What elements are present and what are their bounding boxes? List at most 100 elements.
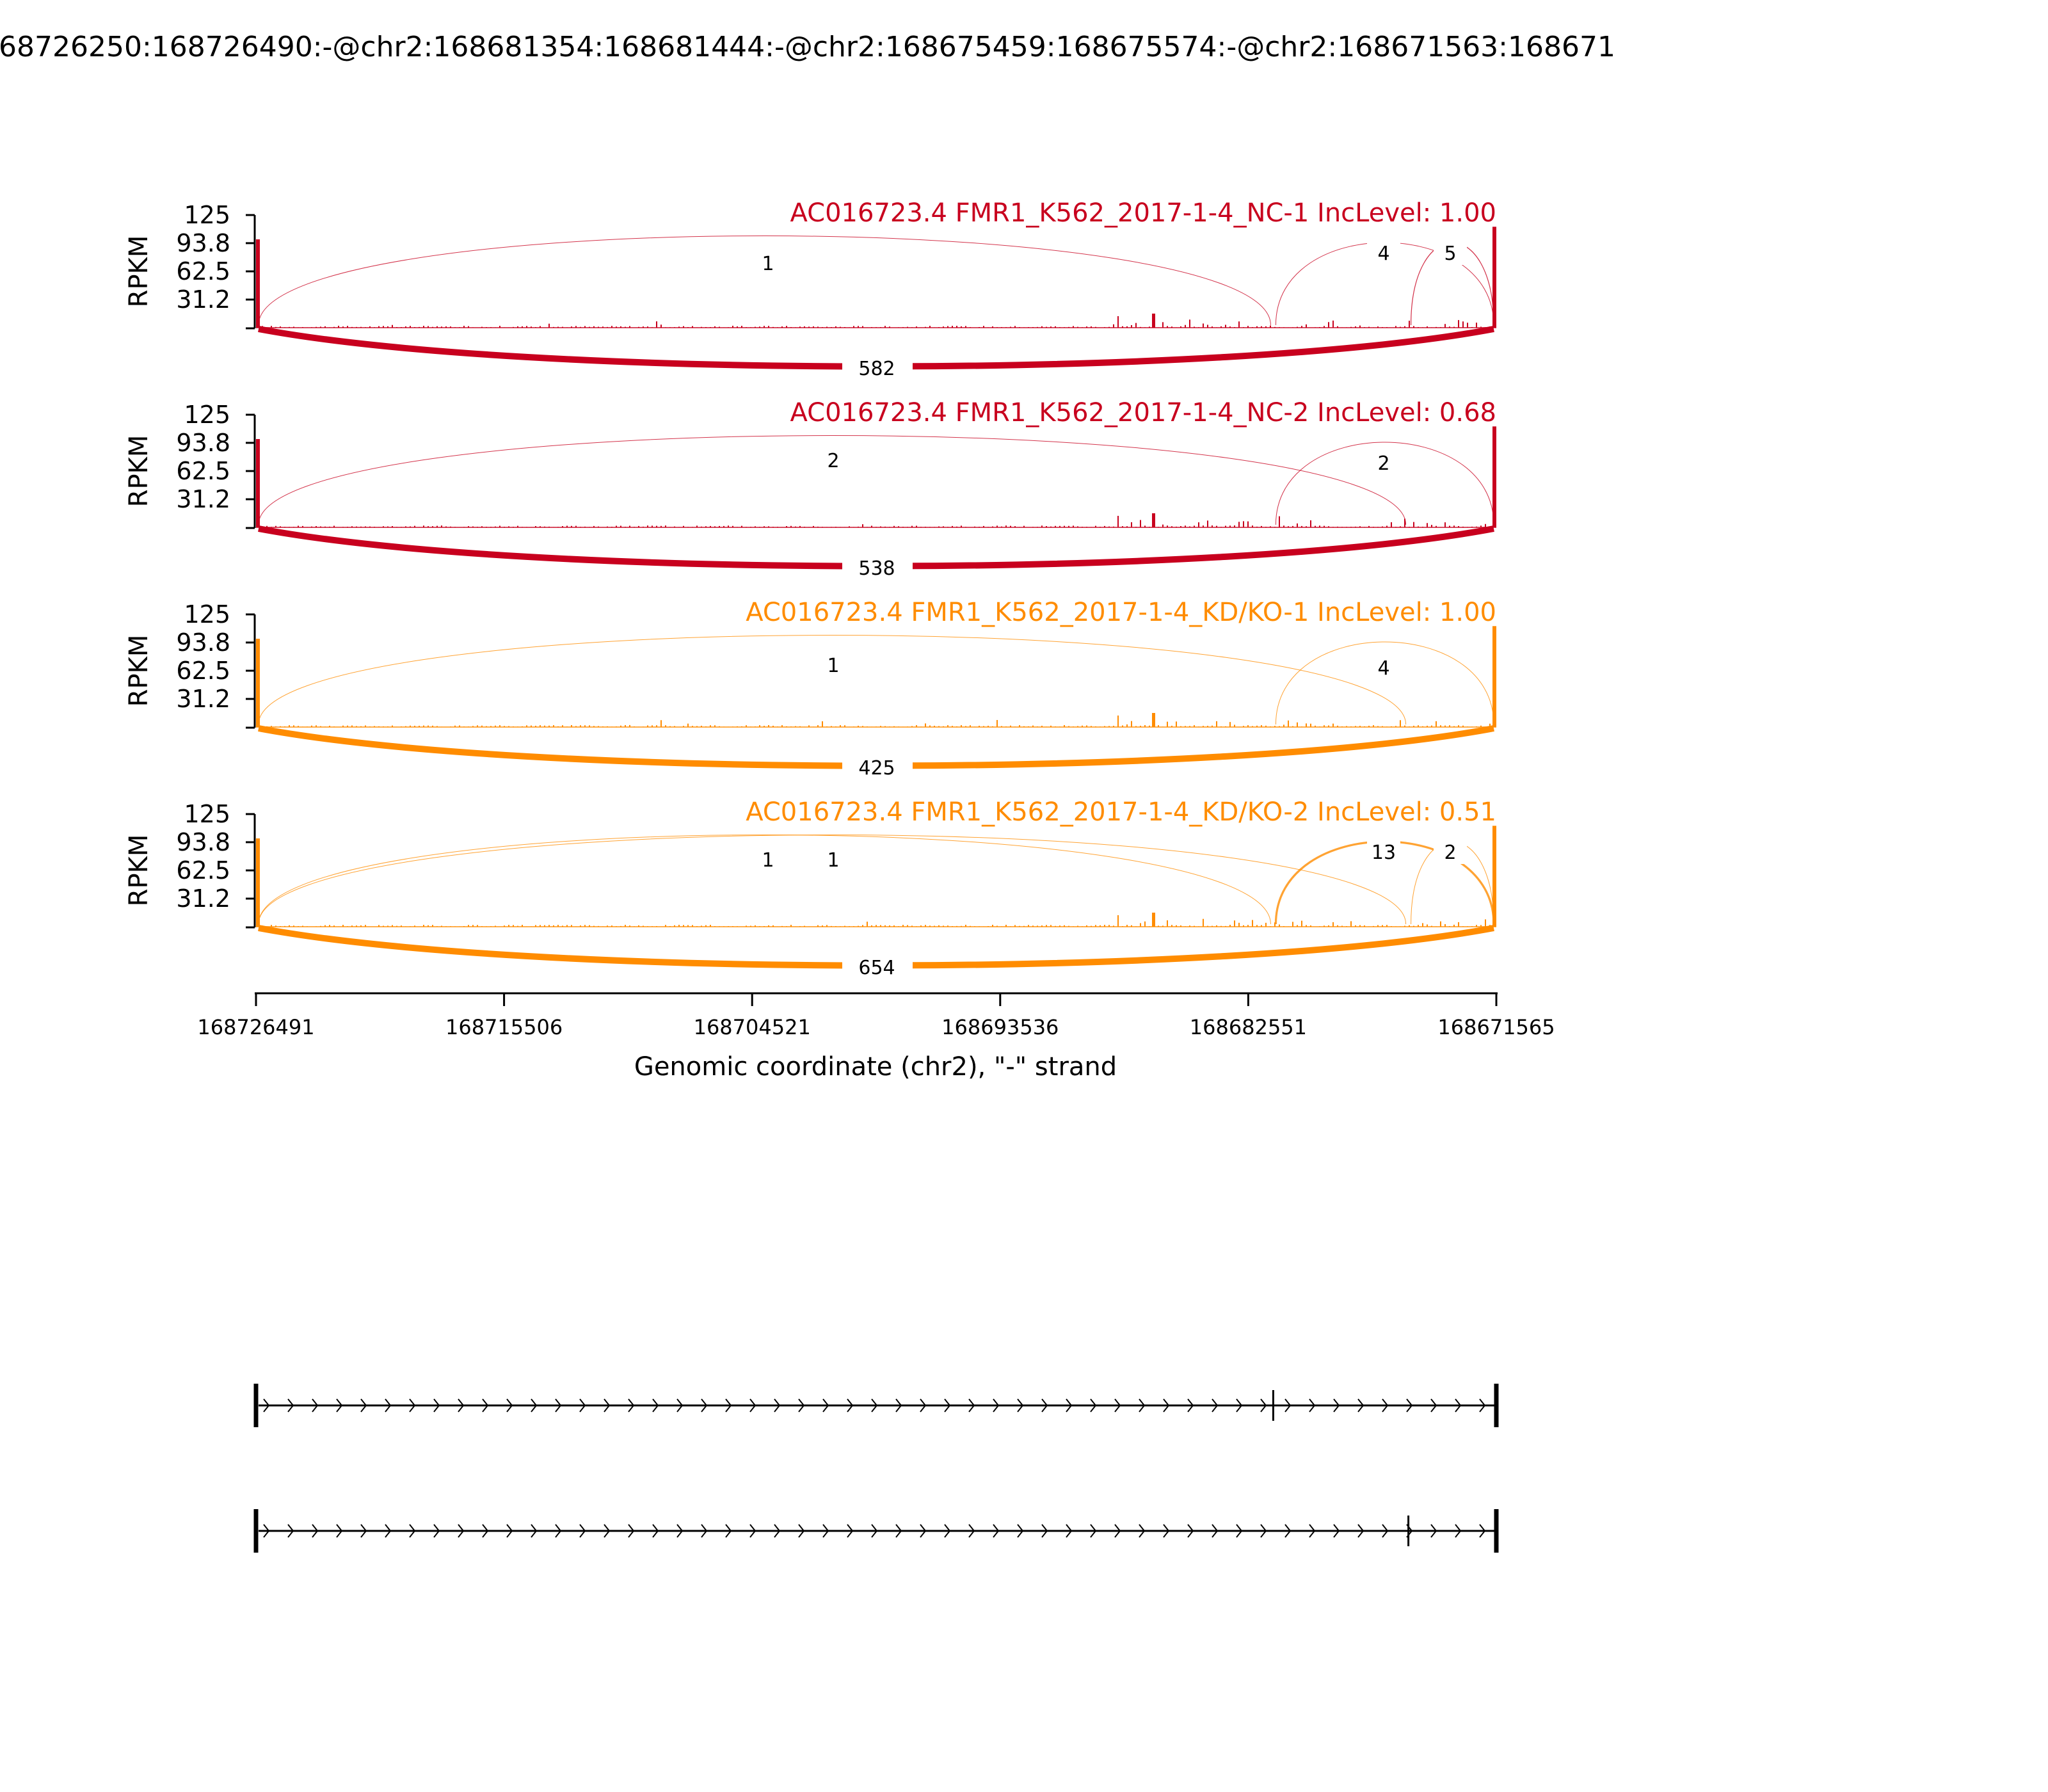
y-tick-label: 125 (184, 401, 230, 429)
junction-label-bg (1367, 655, 1400, 680)
inclusion-junction-arc (258, 236, 1271, 326)
coverage-peak (1117, 716, 1119, 727)
junction-label-bg (817, 653, 850, 677)
junction-count-label: 4 (1377, 657, 1389, 680)
strand-arrows (263, 1398, 1486, 1412)
junction-label-bg (842, 955, 913, 979)
y-axis-label: RPKM (124, 835, 154, 907)
junction-count-label: 582 (858, 358, 895, 380)
coverage-exon-end (1492, 826, 1496, 927)
coverage-peak (1117, 516, 1119, 527)
coverage-peak (1152, 913, 1155, 927)
junction-label-bg (1367, 241, 1400, 265)
isoform-2 (253, 1509, 1499, 1553)
y-tick-label: 31.2 (176, 285, 230, 314)
x-tick-label: 168682551 (1190, 1015, 1307, 1039)
inclusion-junction-arc (258, 835, 1271, 925)
junction-label-bg (1434, 840, 1467, 864)
y-tick-label: 31.2 (176, 485, 230, 513)
junction-count-label: 654 (858, 957, 895, 979)
junction-label-bg (1367, 840, 1400, 864)
junction-label-bg (817, 448, 850, 472)
junction-label-bg (842, 556, 913, 580)
coverage-peak (1152, 314, 1155, 328)
coverage-peak (1117, 316, 1119, 328)
junction-count-label: 425 (858, 757, 895, 780)
junction-count-label: 5 (1444, 243, 1456, 265)
y-tick-label: 93.8 (176, 429, 230, 457)
junction-count-label: 2 (827, 450, 839, 472)
y-tick-label: 93.8 (176, 828, 230, 856)
track-title: AC016723.4 FMR1_K562_2017-1-4_KD/KO-1 In… (746, 598, 1496, 627)
inclusion-junction-arc (258, 835, 1407, 925)
coverage-peak (1117, 915, 1119, 927)
coverage-histogram (262, 319, 1491, 328)
junction-count-label: 2 (1444, 842, 1456, 864)
junction-count-label: 13 (1372, 842, 1396, 864)
y-tick-label: 125 (184, 201, 230, 229)
junction-label-bg (842, 356, 913, 380)
y-tick-label: 93.8 (176, 229, 230, 257)
y-axis-label: RPKM (124, 236, 154, 308)
x-tick-label: 168715506 (445, 1015, 563, 1039)
junction-count-label: 1 (827, 655, 839, 677)
coverage-histogram (262, 516, 1491, 527)
junction-count-label: 1 (762, 253, 774, 275)
y-tick-label: 62.5 (176, 856, 230, 884)
coverage-exon-end (1492, 227, 1496, 328)
isoform-1 (253, 1384, 1499, 1427)
x-axis: 168726491 168715506 168704521 168693536 1686… (197, 992, 1555, 1039)
junction-label-bg (751, 251, 785, 275)
junction-count-label: 1 (762, 849, 774, 872)
page-title: 168726250:168726490:-@chr2:168681354:168… (0, 31, 1615, 63)
junction-label-bg (1434, 241, 1467, 265)
coverage-peak (1152, 713, 1155, 727)
x-tick-label: 168726491 (197, 1015, 314, 1039)
track-title: AC016723.4 FMR1_K562_2017-1-4_KD/KO-2 In… (746, 797, 1496, 827)
y-tick-label: 31.2 (176, 884, 230, 913)
junction-label-bg (751, 847, 785, 872)
coverage-histogram (262, 720, 1491, 727)
x-tick-label: 168671565 (1437, 1015, 1555, 1039)
coverage-exon-end (1492, 626, 1496, 727)
inclusion-junction-arc (258, 435, 1407, 525)
y-tick-label: 125 (184, 600, 230, 628)
y-axis-label: RPKM (124, 435, 154, 508)
y-tick-label: 62.5 (176, 457, 230, 485)
coverage-histogram (262, 918, 1491, 927)
x-tick-label: 168693536 (941, 1015, 1059, 1039)
y-tick-label: 31.2 (176, 685, 230, 713)
coverage-exon-start (256, 838, 260, 927)
strand-arrows (263, 1524, 1486, 1538)
junction-label-bg (842, 755, 913, 780)
inclusion-junction-arc (1275, 641, 1494, 725)
coverage-exon-end (1492, 426, 1496, 527)
junction-count-label: 1 (827, 849, 839, 872)
y-tick-label: 125 (184, 800, 230, 828)
isoform-structures (253, 1384, 1499, 1553)
junction-count-label: 538 (858, 557, 895, 580)
junction-count-label: 2 (1377, 452, 1389, 475)
coverage-exon-start (256, 639, 260, 727)
track-title: AC016723.4 FMR1_K562_2017-1-4_NC-2 IncLe… (790, 398, 1497, 428)
x-tick-label: 168704521 (694, 1015, 811, 1039)
y-tick-label: 62.5 (176, 657, 230, 685)
y-tick-label: 62.5 (176, 257, 230, 285)
coverage-peak (1152, 513, 1155, 527)
junction-count-label: 4 (1377, 243, 1389, 265)
y-axis-label: RPKM (124, 635, 154, 707)
coverage-exon-start (256, 439, 260, 527)
track-title: AC016723.4 FMR1_K562_2017-1-4_NC-1 IncLe… (790, 198, 1497, 228)
inclusion-junction-arc (258, 635, 1407, 725)
coverage-exon-start (256, 239, 260, 328)
y-tick-label: 93.8 (176, 628, 230, 657)
junction-label-bg (817, 847, 850, 872)
x-axis-label: Genomic coordinate (chr2), "-" strand (634, 1052, 1117, 1082)
inclusion-junction-arc (1275, 442, 1494, 525)
